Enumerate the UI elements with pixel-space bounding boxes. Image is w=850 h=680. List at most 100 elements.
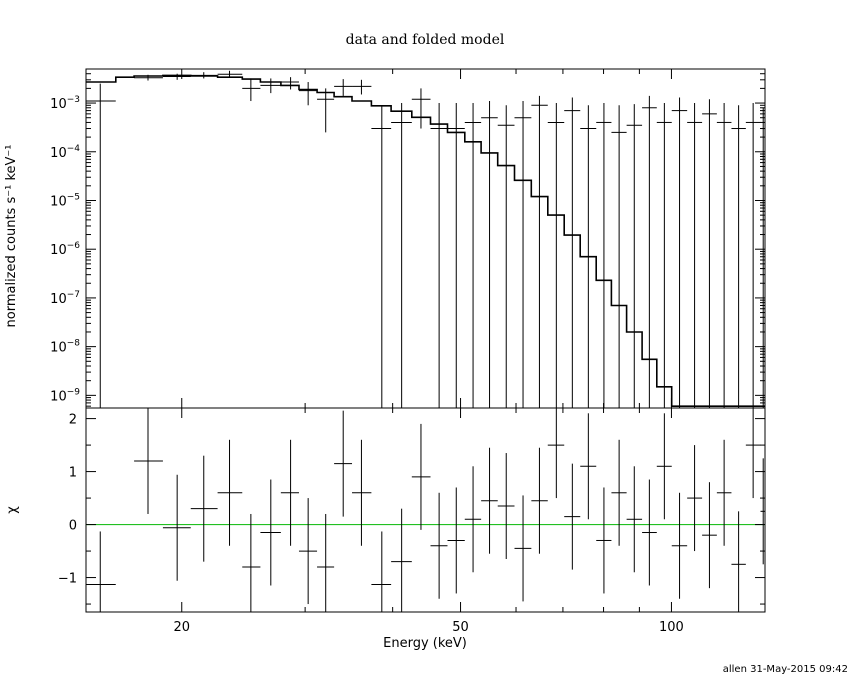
residual-point [190,455,218,562]
data-point [411,88,431,129]
residual-point [352,439,372,546]
bottom-panel [85,407,766,613]
data-point [642,95,657,408]
top-y-axis-label: normalized counts s⁻¹ keV⁻¹ [4,145,19,328]
data-point [731,105,746,408]
residual-point [298,498,318,605]
residual-point [731,511,746,612]
top-y-tick-labels: 10−3 10−4 10−5 10−6 10−7 10−8 10−9 [50,95,80,404]
residual-point [217,439,243,546]
residual-point [760,458,765,565]
y-tick-label: 10−7 [50,290,80,307]
data-point [564,97,581,408]
residual-point [134,408,163,514]
residual-point [596,487,612,594]
x-axis-label: Energy (keV) [383,636,467,651]
residual-point [371,531,392,612]
chart-title: data and folded model [346,32,505,48]
top-x-ticks [181,69,672,408]
data-point [242,78,261,102]
data-point [687,103,703,408]
data-point [716,103,732,408]
data-point [134,74,163,81]
y-tick-label: 10−3 [50,95,80,112]
residual-point [86,531,116,612]
residual-point [464,466,482,573]
x-tick-label: 100 [659,620,684,635]
x-tick-labels: 20 50 100 [173,620,683,635]
data-point [702,99,717,408]
residual-point [547,408,565,499]
residual-point [411,423,431,530]
top-panel [85,68,766,409]
data-point [547,103,565,408]
residual-point [162,474,191,581]
data-point [447,103,465,408]
residual-point [260,479,281,586]
residual-point [317,513,335,612]
residual-point [430,492,448,599]
residual-point [671,492,688,599]
residual-point [514,495,532,602]
data-point [371,105,392,408]
data-point [298,82,318,106]
residual-point [626,466,643,573]
residual-point [745,408,761,499]
y-tick-label: 0 [69,519,77,534]
data-point [190,72,218,79]
residual-point [580,413,597,520]
data-point [656,103,672,408]
residual-point [716,439,732,546]
y-tick-label: 10−8 [50,339,80,356]
y-tick-label: 10−4 [50,144,80,161]
bottom-y-axis-label: χ [5,506,20,514]
data-point [611,105,627,408]
y-tick-label: 10−6 [50,241,80,258]
data-point [745,103,761,408]
y-tick-label: 2 [69,413,77,428]
bottom-x-ticks [181,408,672,612]
residual-point [447,487,465,594]
data-point [280,77,299,90]
data-point [464,103,482,408]
bottom-y-tick-labels: 2 1 0 −1 [58,413,77,587]
residual-point [611,439,627,546]
footer-timestamp: allen 31-May-2015 09:42 [723,664,848,675]
data-point [334,79,353,96]
data-point [497,105,515,408]
data-point [162,73,191,80]
data-point [86,83,116,408]
bottom-panel-frame [85,407,766,613]
residual-point [687,445,703,552]
data-point [317,88,335,133]
y-tick-label: 10−5 [50,192,80,209]
x-tick-label: 20 [173,620,190,635]
y-tick-label: 10−9 [50,387,80,404]
residual-point [564,463,581,570]
data-point [671,97,688,408]
residual-point [391,508,412,612]
data-point [626,104,643,408]
data-point [352,79,372,95]
residual-point [280,439,299,546]
data-point [580,105,597,408]
data-point [514,101,532,408]
y-tick-label: 1 [69,466,77,481]
data-point [430,103,448,408]
residual-point [656,413,672,520]
residual-point [497,453,515,560]
data-point [260,78,281,94]
y-tick-label: −1 [58,572,77,587]
residual-point [481,447,498,554]
top-y-ticks [86,68,765,407]
residual-point [242,513,261,612]
x-tick-label: 50 [452,620,469,635]
data-point [217,70,243,78]
data-point [531,95,548,408]
residual-point [531,447,548,554]
residual-point [642,479,657,586]
residual-point [702,482,717,589]
residual-point [334,410,353,517]
